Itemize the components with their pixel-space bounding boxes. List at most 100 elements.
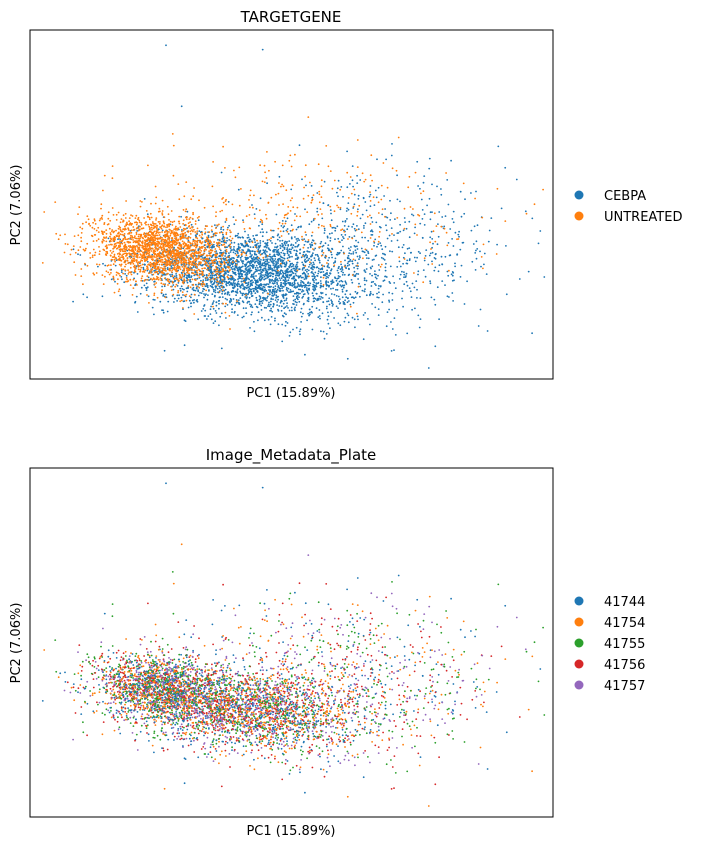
point-CEBPA [258, 263, 260, 266]
point-UNTREATED [146, 278, 149, 281]
point-UNTREATED [128, 271, 130, 273]
point-CEBPA [440, 188, 442, 190]
point-CEBPA [230, 283, 233, 286]
point-CEBPA [326, 318, 329, 321]
point-UNTREATED [214, 248, 217, 250]
point-CEBPA [274, 277, 277, 280]
point-CEBPA [183, 344, 186, 347]
point-CEBPA [253, 272, 256, 274]
point-UNTREATED [81, 227, 84, 230]
point-CEBPA [348, 252, 351, 255]
point-CEBPA [423, 213, 426, 216]
point-CEBPA [303, 278, 306, 280]
point-CEBPA [180, 215, 183, 218]
point-CEBPA [272, 286, 275, 289]
point-CEBPA [388, 281, 391, 283]
point-CEBPA [347, 267, 350, 270]
point-CEBPA [281, 270, 284, 272]
point-UNTREATED [122, 258, 125, 261]
point-CEBPA [323, 232, 326, 234]
point-CEBPA [286, 217, 289, 220]
point-CEBPA [292, 263, 295, 266]
point-CEBPA [203, 293, 205, 295]
point-CEBPA [249, 251, 252, 253]
point-CEBPA [394, 287, 397, 290]
point-UNTREATED [120, 268, 123, 271]
point-UNTREATED [98, 253, 101, 256]
point-CEBPA [270, 307, 272, 310]
point-CEBPA [303, 293, 306, 295]
point-UNTREATED [132, 229, 135, 232]
point-CEBPA [264, 260, 267, 263]
point-UNTREATED [85, 247, 87, 250]
point-UNTREATED [144, 269, 147, 272]
point-CEBPA [319, 317, 321, 320]
point-UNTREATED [211, 261, 214, 264]
point-UNTREATED [163, 234, 166, 237]
point-UNTREATED [192, 249, 195, 252]
point-CEBPA [142, 266, 145, 269]
point-CEBPA [349, 258, 352, 261]
point-CEBPA [304, 353, 306, 356]
point-CEBPA [396, 198, 399, 201]
point-CEBPA [353, 297, 355, 300]
point-CEBPA [187, 275, 190, 278]
point-CEBPA [231, 265, 234, 268]
point-CEBPA [262, 240, 265, 243]
point-CEBPA [250, 255, 252, 257]
point-CEBPA [320, 276, 322, 279]
point-CEBPA [284, 220, 287, 223]
point-CEBPA [278, 236, 281, 239]
point-UNTREATED [148, 263, 150, 266]
point-UNTREATED [150, 216, 153, 219]
point-CEBPA [304, 273, 307, 275]
point-CEBPA [203, 304, 206, 306]
point-CEBPA [257, 245, 260, 248]
point-CEBPA [313, 277, 316, 280]
point-CEBPA [268, 293, 271, 296]
point-UNTREATED [158, 259, 160, 262]
point-CEBPA [393, 349, 395, 351]
point-CEBPA [356, 292, 358, 295]
point-CEBPA [135, 295, 138, 298]
point-CEBPA [206, 318, 208, 320]
point-CEBPA [234, 290, 237, 293]
point-CEBPA [438, 211, 441, 213]
point-CEBPA [250, 288, 253, 291]
point-CEBPA [365, 254, 368, 256]
point-CEBPA [360, 247, 363, 250]
point-UNTREATED [188, 247, 191, 250]
point-CEBPA [357, 278, 359, 280]
point-UNTREATED [164, 261, 166, 264]
point-CEBPA [413, 232, 416, 235]
point-CEBPA [304, 285, 307, 287]
point-CEBPA [227, 292, 230, 294]
point-UNTREATED [154, 246, 157, 249]
point-UNTREATED [177, 290, 180, 292]
point-UNTREATED [228, 269, 231, 272]
point-CEBPA [161, 229, 164, 232]
point-UNTREATED [158, 207, 161, 210]
point-CEBPA [440, 255, 443, 258]
point-CEBPA [245, 307, 247, 309]
point-UNTREATED [119, 274, 121, 277]
point-UNTREATED [190, 253, 193, 255]
point-CEBPA [225, 281, 228, 283]
point-UNTREATED [130, 238, 133, 241]
point-UNTREATED [109, 235, 111, 238]
point-CEBPA [183, 275, 186, 278]
point-CEBPA [259, 242, 262, 244]
point-CEBPA [378, 291, 380, 294]
point-CEBPA [252, 256, 255, 258]
point-CEBPA [328, 274, 330, 277]
point-CEBPA [341, 220, 344, 223]
point-CEBPA [296, 258, 299, 261]
point-UNTREATED [185, 293, 188, 296]
point-UNTREATED [92, 248, 95, 251]
point-CEBPA [221, 238, 224, 240]
point-CEBPA [312, 294, 315, 297]
point-UNTREATED [98, 219, 101, 222]
point-CEBPA [219, 296, 222, 298]
point-CEBPA [311, 292, 314, 295]
point-CEBPA [266, 297, 268, 299]
